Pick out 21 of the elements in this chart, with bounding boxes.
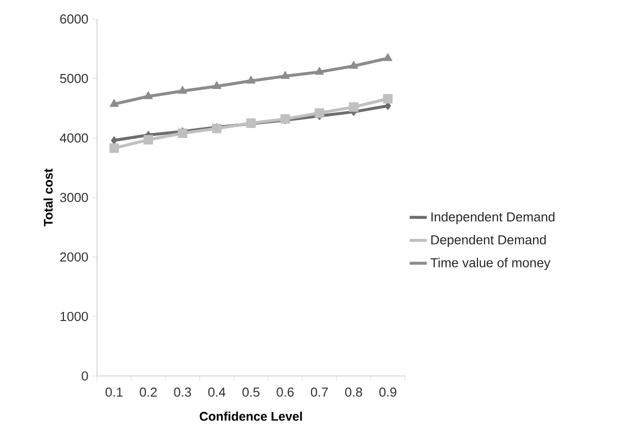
x-tick-label: 0.7 <box>310 388 328 397</box>
x-tick-label: 0.3 <box>174 388 192 397</box>
x-tick-label: 0.5 <box>242 388 260 397</box>
y-tick-label: 4000 <box>60 133 88 143</box>
legend-label: Time value of money <box>430 258 550 270</box>
x-tick-label: 0.4 <box>208 388 226 397</box>
x-tick-label: 0.9 <box>379 388 396 397</box>
legend-label: Independent Demand <box>431 212 554 224</box>
y-tick-label: 3000 <box>60 192 88 202</box>
x-tick-label: 0.6 <box>276 388 294 397</box>
y-tick-label: 6000 <box>60 14 88 24</box>
legend-label: Dependent Demand <box>431 234 546 247</box>
y-tick-label: 2000 <box>60 252 88 262</box>
y-tick-label: 5000 <box>60 74 88 84</box>
x-tick-label: 0.1 <box>106 388 123 397</box>
y-axis-title: Total cost <box>44 168 53 226</box>
x-axis-title: Confidence Level <box>200 412 302 421</box>
x-tick-label: 0.8 <box>345 388 362 397</box>
y-tick-label: 0 <box>82 371 88 381</box>
y-tick-label: 1000 <box>60 312 88 322</box>
x-tick-label: 0.2 <box>140 388 157 397</box>
